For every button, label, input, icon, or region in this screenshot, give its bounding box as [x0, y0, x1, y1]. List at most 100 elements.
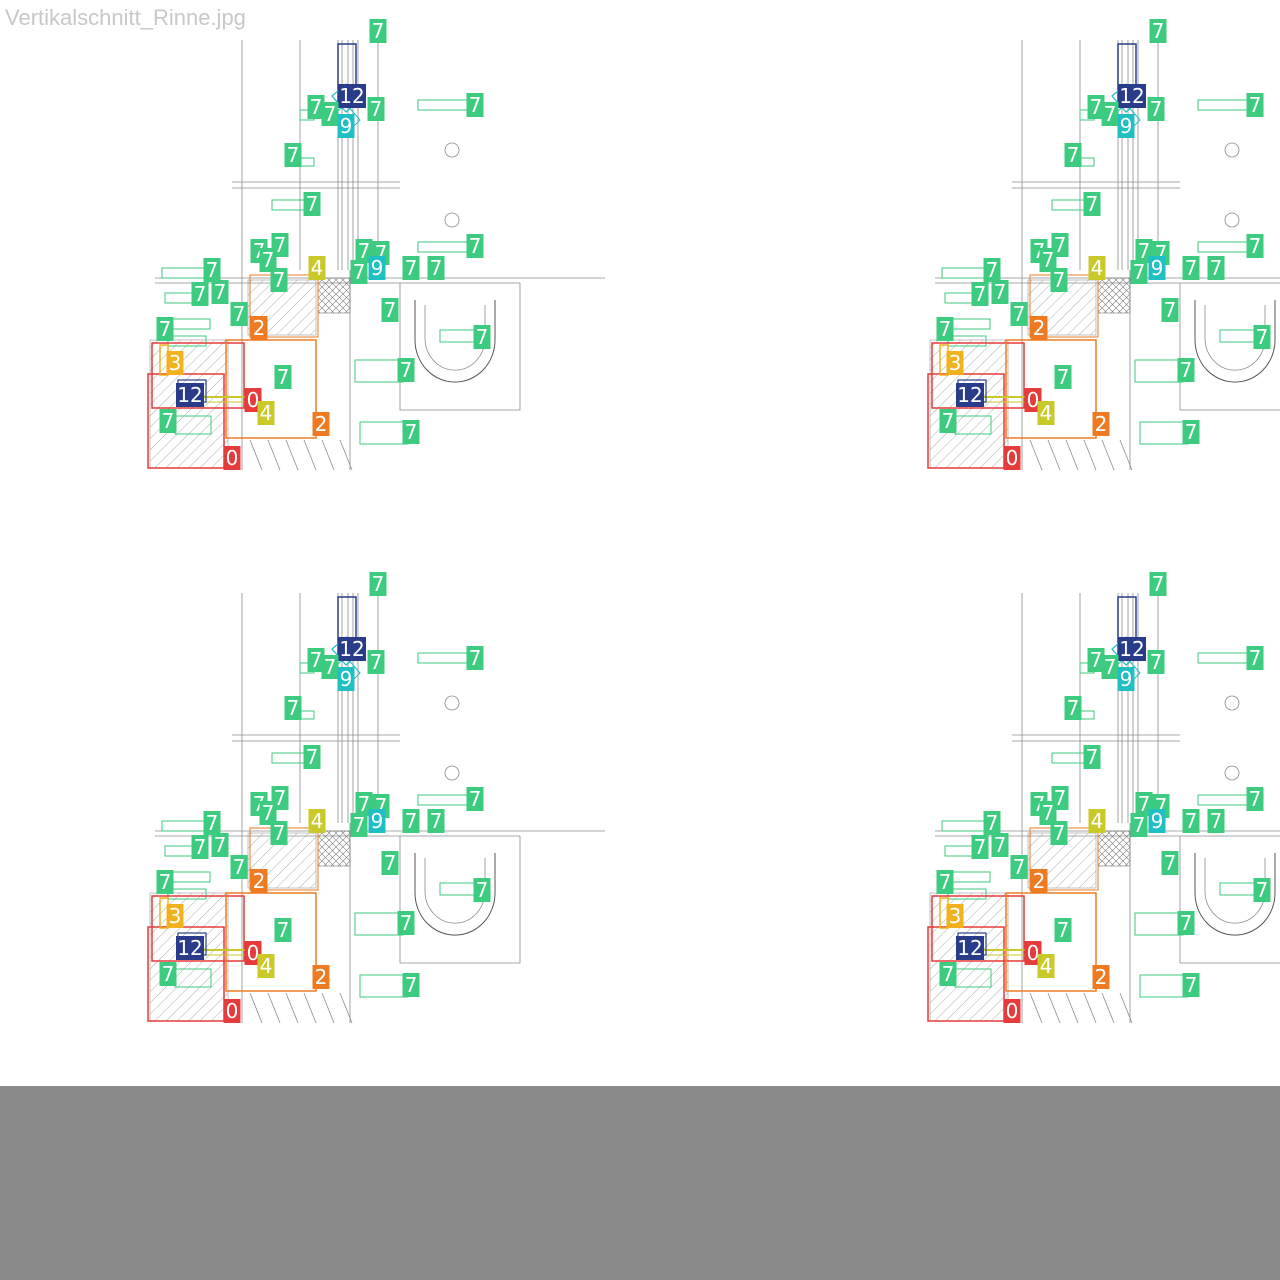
segment-label-text: 7	[159, 317, 172, 341]
segment-label: 2	[1030, 316, 1048, 340]
segment-label-text: 7	[1210, 809, 1223, 833]
segment-label-text: 7	[994, 833, 1007, 857]
segment-label-text: 0	[1006, 999, 1019, 1023]
segment-label: 7	[1246, 234, 1264, 258]
segment-label-text: 7	[370, 650, 383, 674]
segment-label-badge	[369, 19, 387, 43]
segment-label: 7	[971, 282, 989, 306]
segment-label-badge	[350, 260, 368, 284]
segment-label-badge	[270, 268, 288, 292]
segment-label-badge	[191, 282, 209, 306]
segment-label-badge	[156, 870, 174, 894]
segment-label-text: 2	[253, 869, 266, 893]
segment-label-badge	[1135, 239, 1153, 263]
segment-label-badge	[312, 965, 330, 989]
segment-label-text: 7	[1152, 572, 1165, 596]
segment-label: 7	[427, 256, 445, 280]
segment-label-text: 7	[405, 809, 418, 833]
segment-label-badge	[1182, 256, 1200, 280]
segment-label-badge	[381, 298, 399, 322]
segment-label-text: 7	[1053, 268, 1066, 292]
segment-label-badge	[367, 650, 385, 674]
segment-label-badge	[1117, 114, 1135, 138]
segment-label: 7	[939, 409, 957, 433]
segment-label-text: 7	[262, 248, 275, 272]
segment-label-badge	[1117, 667, 1135, 691]
segment-label-text: 7	[358, 792, 371, 816]
segment-label: 7	[1010, 302, 1028, 326]
segment-label: 7	[1182, 420, 1200, 444]
segment-label-text: 7	[1180, 358, 1193, 382]
segment-label-text: 3	[949, 351, 962, 375]
segment-label-badge	[338, 84, 366, 108]
segment-label: 2	[1092, 412, 1110, 436]
segment-label: 7	[1135, 239, 1153, 263]
segment-label-text: 7	[273, 821, 286, 845]
segment-label-text: 4	[1040, 401, 1053, 425]
segment-label: 7	[1161, 851, 1179, 875]
segment-label-text: 2	[315, 412, 328, 436]
segment-label-text: 7	[1086, 192, 1099, 216]
segment-label-badge	[176, 383, 204, 407]
segment-label: 7	[1064, 143, 1082, 167]
segment-label-text: 7	[939, 870, 952, 894]
segment-label-badge	[1147, 97, 1165, 121]
segment-label-text: 9	[340, 667, 353, 691]
segment-label-text: 0	[226, 446, 239, 470]
segment-label-badge	[1101, 102, 1119, 126]
segment-label: 7	[1064, 696, 1082, 720]
segment-label: 7	[1149, 19, 1167, 43]
segment-label-text: 7	[324, 102, 337, 126]
segment-label-badge	[308, 809, 326, 833]
segment-label-badge	[397, 358, 415, 382]
segment-label-text: 7	[469, 646, 482, 670]
segment-label-text: 7	[384, 298, 397, 322]
segment-label-badge	[1092, 965, 1110, 989]
segment-label-text: 7	[1185, 973, 1198, 997]
segment-label-text: 3	[169, 904, 182, 928]
segment-label-text: 7	[469, 93, 482, 117]
segment-label-text: 12	[339, 84, 364, 108]
segment-label-badge	[176, 936, 204, 960]
segment-label-text: 7	[194, 282, 207, 306]
segment-label-text: 7	[1164, 851, 1177, 875]
segment-label-badge	[402, 809, 420, 833]
segment-label: 7	[466, 787, 484, 811]
segment-label-text: 7	[1042, 801, 1055, 825]
segment-label: 7	[402, 809, 420, 833]
segment-label-text: 7	[287, 143, 300, 167]
segment-label-text: 7	[1133, 813, 1146, 837]
segment-label: 12	[338, 84, 366, 108]
segment-label-text: 9	[340, 114, 353, 138]
segment-label: 7	[321, 655, 339, 679]
segment-label: 4	[1088, 256, 1106, 280]
segment-label-badge	[427, 809, 445, 833]
segment-label-text: 0	[1027, 941, 1040, 965]
segment-label: 7	[203, 258, 221, 282]
segment-label: 7	[321, 102, 339, 126]
segment-label-text: 7	[405, 973, 418, 997]
segment-label-badge	[338, 637, 366, 661]
segment-label: 7	[397, 358, 415, 382]
segment-label: 9	[1117, 667, 1135, 691]
segment-label-badge	[939, 962, 957, 986]
segment-label-text: 0	[1006, 446, 1019, 470]
segment-label-text: 7	[324, 655, 337, 679]
segment-label: 7	[1087, 95, 1105, 119]
segment-label-badge	[1207, 256, 1225, 280]
segment-label-text: 7	[1256, 325, 1269, 349]
segment-label: 7	[466, 93, 484, 117]
segment-label-text: 7	[986, 811, 999, 835]
segment-label: 7	[1246, 93, 1264, 117]
segment-label-badge	[1054, 918, 1072, 942]
segment-label: 7	[1182, 973, 1200, 997]
segment-label-badge	[936, 317, 954, 341]
segment-label-badge	[971, 835, 989, 859]
segment-label: 7	[159, 409, 177, 433]
segment-label-text: 0	[247, 388, 260, 412]
segment-label: 7	[259, 801, 277, 825]
segment-label-text: 9	[371, 809, 384, 833]
segment-label-text: 7	[1067, 696, 1080, 720]
segment-label: 7	[270, 268, 288, 292]
segment-label-badge	[1246, 234, 1264, 258]
